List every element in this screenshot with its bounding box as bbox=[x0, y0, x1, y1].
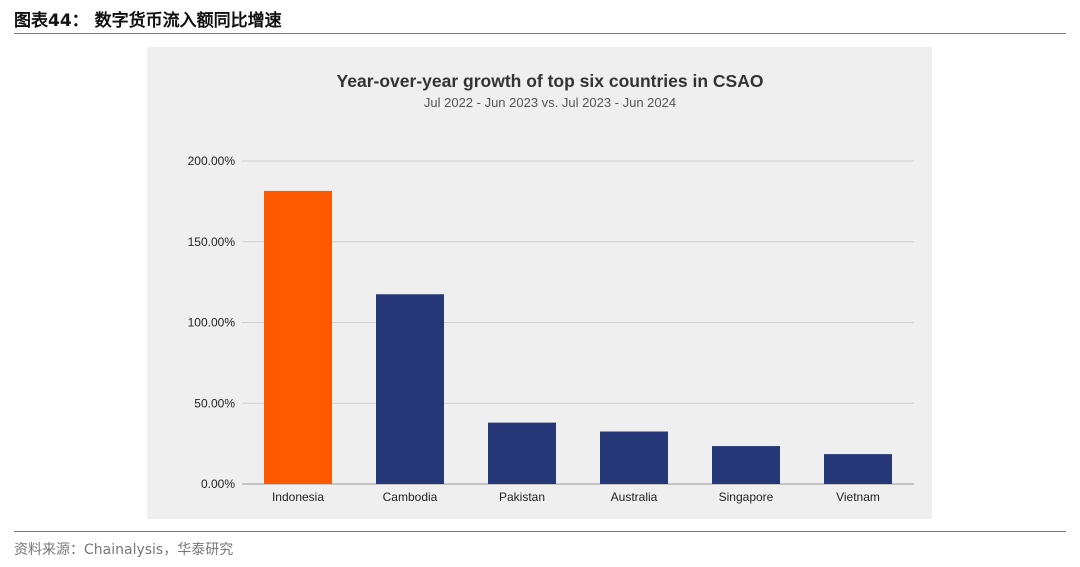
chart-card: Year-over-year growth of top six countri… bbox=[147, 47, 932, 519]
gridlines bbox=[242, 160, 914, 485]
y-tick-label: 0.00% bbox=[201, 477, 235, 491]
bar-singapore bbox=[712, 446, 780, 484]
y-tick-label: 200.00% bbox=[188, 154, 236, 168]
figure-header: 图表44： 数字货币流入额同比增速 bbox=[14, 11, 282, 31]
footer-divider bbox=[14, 531, 1066, 532]
x-tick-label: Singapore bbox=[719, 490, 774, 504]
bar-chart: Year-over-year growth of top six countri… bbox=[188, 71, 914, 504]
x-tick-label: Pakistan bbox=[499, 490, 545, 504]
chart-subtitle: Jul 2022 - Jun 2023 vs. Jul 2023 - Jun 2… bbox=[424, 95, 676, 110]
x-axis-tick-labels: Indonesia Cambodia Pakistan Australia Singap… bbox=[272, 490, 880, 504]
y-tick-label: 100.00% bbox=[188, 316, 236, 330]
x-tick-label: Indonesia bbox=[272, 490, 324, 504]
x-tick-label: Australia bbox=[611, 490, 658, 504]
bar-cambodia bbox=[376, 294, 444, 484]
y-axis-tick-labels: 0.00% 50.00% 100.00% 150.00% 200.00% bbox=[188, 154, 236, 491]
x-tick-label: Vietnam bbox=[836, 490, 880, 504]
y-tick-label: 150.00% bbox=[188, 235, 236, 249]
bar-australia bbox=[600, 431, 668, 484]
chart-title: Year-over-year growth of top six countri… bbox=[337, 71, 764, 91]
bar-pakistan bbox=[488, 422, 556, 484]
y-tick-label: 50.00% bbox=[194, 396, 235, 410]
source-note: 资料来源：Chainalysis，华泰研究 bbox=[14, 542, 234, 558]
bars bbox=[264, 190, 892, 484]
bar-indonesia bbox=[264, 190, 332, 484]
header-divider bbox=[14, 33, 1066, 34]
bar-vietnam bbox=[824, 454, 892, 484]
x-tick-label: Cambodia bbox=[383, 490, 438, 504]
